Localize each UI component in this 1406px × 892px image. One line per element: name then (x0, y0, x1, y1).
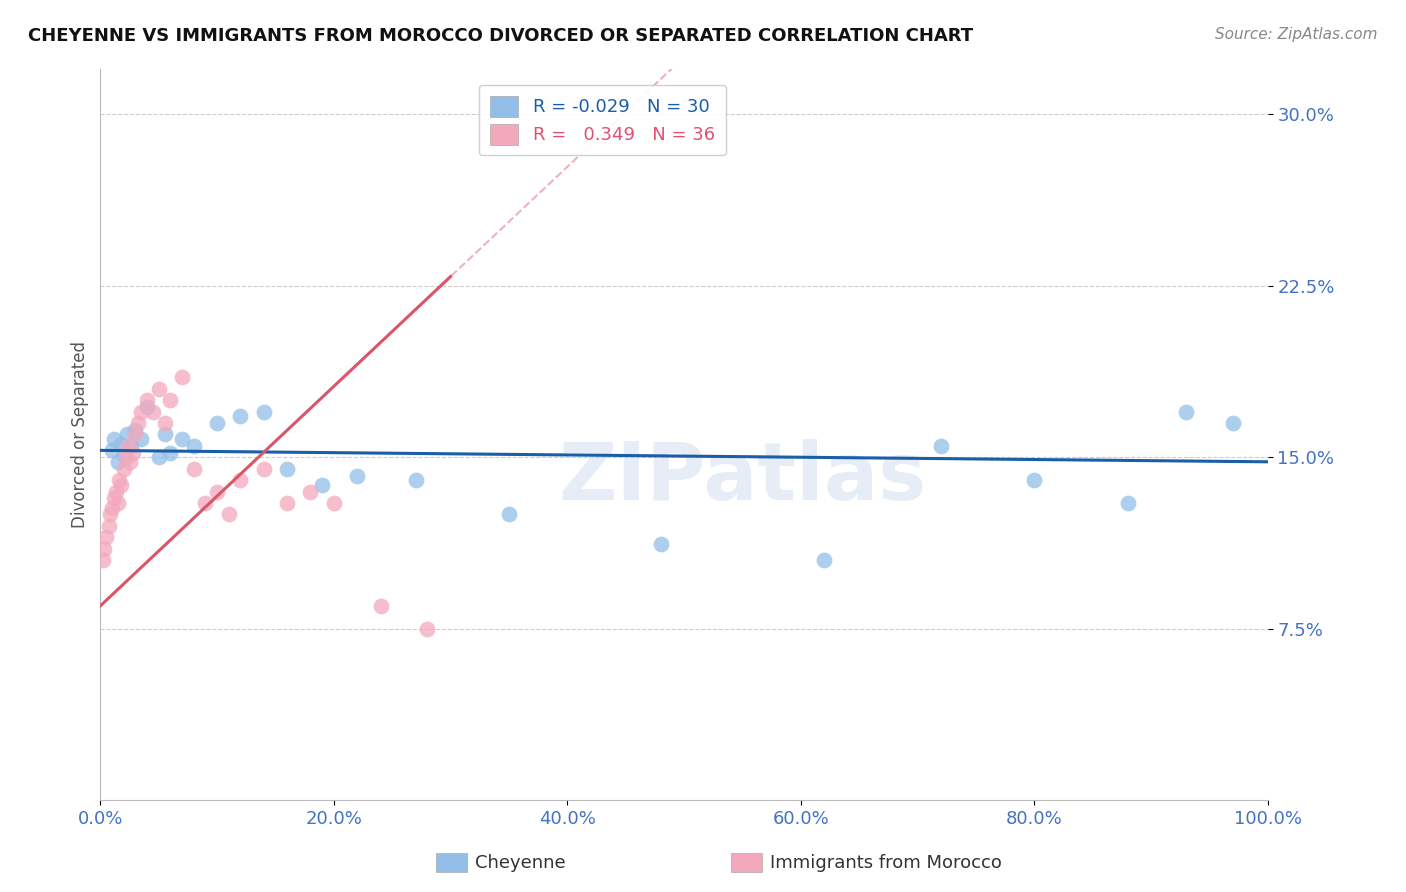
Point (148, 450, 170, 465)
Point (124, 427, 146, 442)
Point (813, 553, 835, 567)
Point (129, 432, 152, 446)
Point (97, 518, 120, 533)
Point (346, 468, 368, 483)
Point (253, 404, 276, 418)
Point (103, 432, 125, 446)
Point (103, 491, 125, 506)
Point (183, 439, 205, 453)
Point (1024, 473, 1046, 487)
Point (93, 541, 115, 556)
Point (98, 508, 121, 522)
Point (115, 427, 138, 442)
Point (183, 461, 205, 475)
Point (96, 530, 118, 544)
Point (405, 473, 427, 487)
Text: CHEYENNE VS IMMIGRANTS FROM MOROCCO DIVORCED OR SEPARATED CORRELATION CHART: CHEYENNE VS IMMIGRANTS FROM MOROCCO DIVO… (28, 27, 973, 45)
Point (218, 508, 240, 522)
Point (170, 370, 193, 384)
Point (122, 445, 145, 459)
Point (929, 439, 952, 453)
Point (107, 496, 129, 510)
Point (118, 455, 141, 469)
Point (1116, 496, 1139, 510)
Point (370, 599, 392, 613)
Point (170, 432, 193, 446)
Text: Source: ZipAtlas.com: Source: ZipAtlas.com (1215, 27, 1378, 42)
Point (110, 477, 132, 491)
Point (498, 508, 520, 522)
Point (136, 400, 159, 414)
Point (101, 500, 124, 515)
Point (104, 484, 127, 499)
Text: ZIPatlas: ZIPatlas (558, 439, 927, 517)
Point (205, 416, 228, 430)
Point (153, 427, 176, 442)
Point (136, 393, 159, 408)
Point (120, 439, 142, 453)
Point (229, 473, 252, 487)
Point (108, 473, 131, 487)
Point (1222, 416, 1244, 430)
Point (112, 461, 135, 475)
Point (1174, 404, 1197, 418)
Point (110, 436, 132, 450)
Point (107, 455, 129, 469)
Point (194, 496, 217, 510)
Point (229, 409, 252, 423)
Point (153, 416, 176, 430)
Point (91, 553, 114, 567)
Point (129, 404, 152, 418)
Point (124, 423, 146, 437)
Text: Cheyenne: Cheyenne (475, 854, 565, 871)
Point (299, 484, 322, 499)
Point (148, 382, 170, 396)
Point (276, 496, 298, 510)
Point (205, 484, 228, 499)
Point (276, 461, 298, 475)
Point (159, 445, 181, 459)
Y-axis label: Divorced or Separated: Divorced or Separated (72, 341, 89, 528)
Point (101, 443, 124, 458)
Point (416, 622, 439, 636)
Point (142, 404, 165, 418)
Legend: R = -0.029   N = 30, R =   0.349   N = 36: R = -0.029 N = 30, R = 0.349 N = 36 (478, 85, 725, 155)
Point (117, 439, 139, 453)
Point (322, 496, 344, 510)
Text: Immigrants from Morocco: Immigrants from Morocco (770, 854, 1002, 871)
Point (253, 461, 276, 475)
Point (159, 393, 181, 408)
Point (127, 416, 149, 430)
Point (112, 448, 135, 462)
Point (115, 450, 138, 465)
Point (650, 537, 672, 551)
Point (311, 477, 333, 491)
